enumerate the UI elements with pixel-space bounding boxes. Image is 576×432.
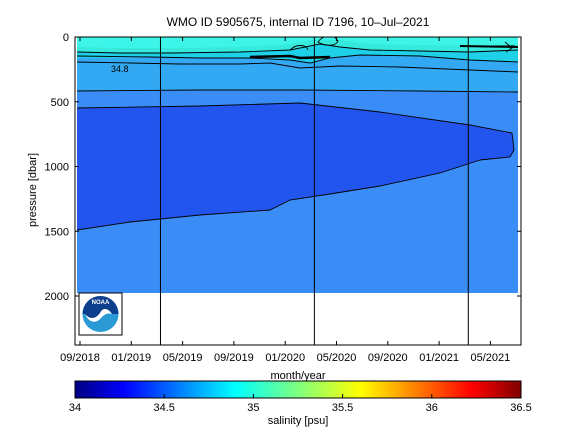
region-aaiw-core xyxy=(77,103,514,230)
colorbar-axis: 34 34.5 35 35.5 36 36.5 xyxy=(69,394,532,414)
colorbar-tick-label: 36 xyxy=(426,402,438,414)
x-tick-label: 05/2020 xyxy=(317,352,357,364)
contour-thermocline-bottom xyxy=(76,61,519,73)
year-boundary-lines xyxy=(159,37,469,345)
x-tick-label: 01/2021 xyxy=(419,352,459,364)
contour-intermediate xyxy=(76,89,519,93)
contour-thermocline-top xyxy=(76,54,519,64)
x-tick-label: 09/2019 xyxy=(214,352,254,364)
logo-bird xyxy=(85,308,112,322)
x-tick-label: 05/2021 xyxy=(471,352,511,364)
colorbar-label: salinity [psu] xyxy=(268,415,329,427)
contour-label: 34.8 xyxy=(111,64,129,74)
x-tick-label: 01/2020 xyxy=(265,352,305,364)
y-axis: 0 500 1000 1500 2000 xyxy=(45,32,521,303)
colorbar xyxy=(74,380,522,399)
x-tick-label: 01/2019 xyxy=(111,352,151,364)
contour-band xyxy=(249,54,331,60)
contour-upper xyxy=(76,43,519,54)
y-tick-label: 0 xyxy=(63,32,69,44)
logo-sky xyxy=(82,296,119,318)
chart-title: WMO ID 5905675, internal ID 7196, 10–Jul… xyxy=(167,15,430,29)
x-tick-label: 09/2020 xyxy=(368,352,408,364)
y-axis-label: pressure [dbar] xyxy=(27,153,39,227)
colorbar-tick-label: 34.5 xyxy=(153,402,174,414)
noaa-logo: NOAA xyxy=(78,292,123,336)
contour-band-right xyxy=(459,45,519,48)
contour-loop-2 xyxy=(289,45,309,51)
contour-aaiw-bottom xyxy=(76,159,481,231)
region-surface xyxy=(77,37,518,48)
contour-lines xyxy=(76,37,519,231)
x-tick-label: 09/2018 xyxy=(60,352,100,364)
y-tick-label: 1500 xyxy=(45,226,69,238)
contour-aaiw-top xyxy=(76,102,515,161)
logo-text: NOAA xyxy=(92,300,110,306)
colorbar-tick-label: 35 xyxy=(247,402,259,414)
colorbar-tick-label: 36.5 xyxy=(510,402,531,414)
plot-frame xyxy=(74,36,522,346)
x-axis: 09/2018 01/2019 05/2019 09/2019 01/2020 05/20… xyxy=(60,37,510,364)
colorbar-tick-label: 34 xyxy=(69,402,81,414)
y-tick-label: 2000 xyxy=(45,291,69,303)
contour-loop-3 xyxy=(504,41,513,53)
colorbar-tick-label: 35.5 xyxy=(332,402,353,414)
x-tick-label: 05/2019 xyxy=(163,352,203,364)
salinity-section xyxy=(75,37,521,345)
y-tick-label: 500 xyxy=(51,97,69,109)
x-axis-label: month/year xyxy=(270,370,325,382)
y-tick-label: 1000 xyxy=(45,162,69,174)
